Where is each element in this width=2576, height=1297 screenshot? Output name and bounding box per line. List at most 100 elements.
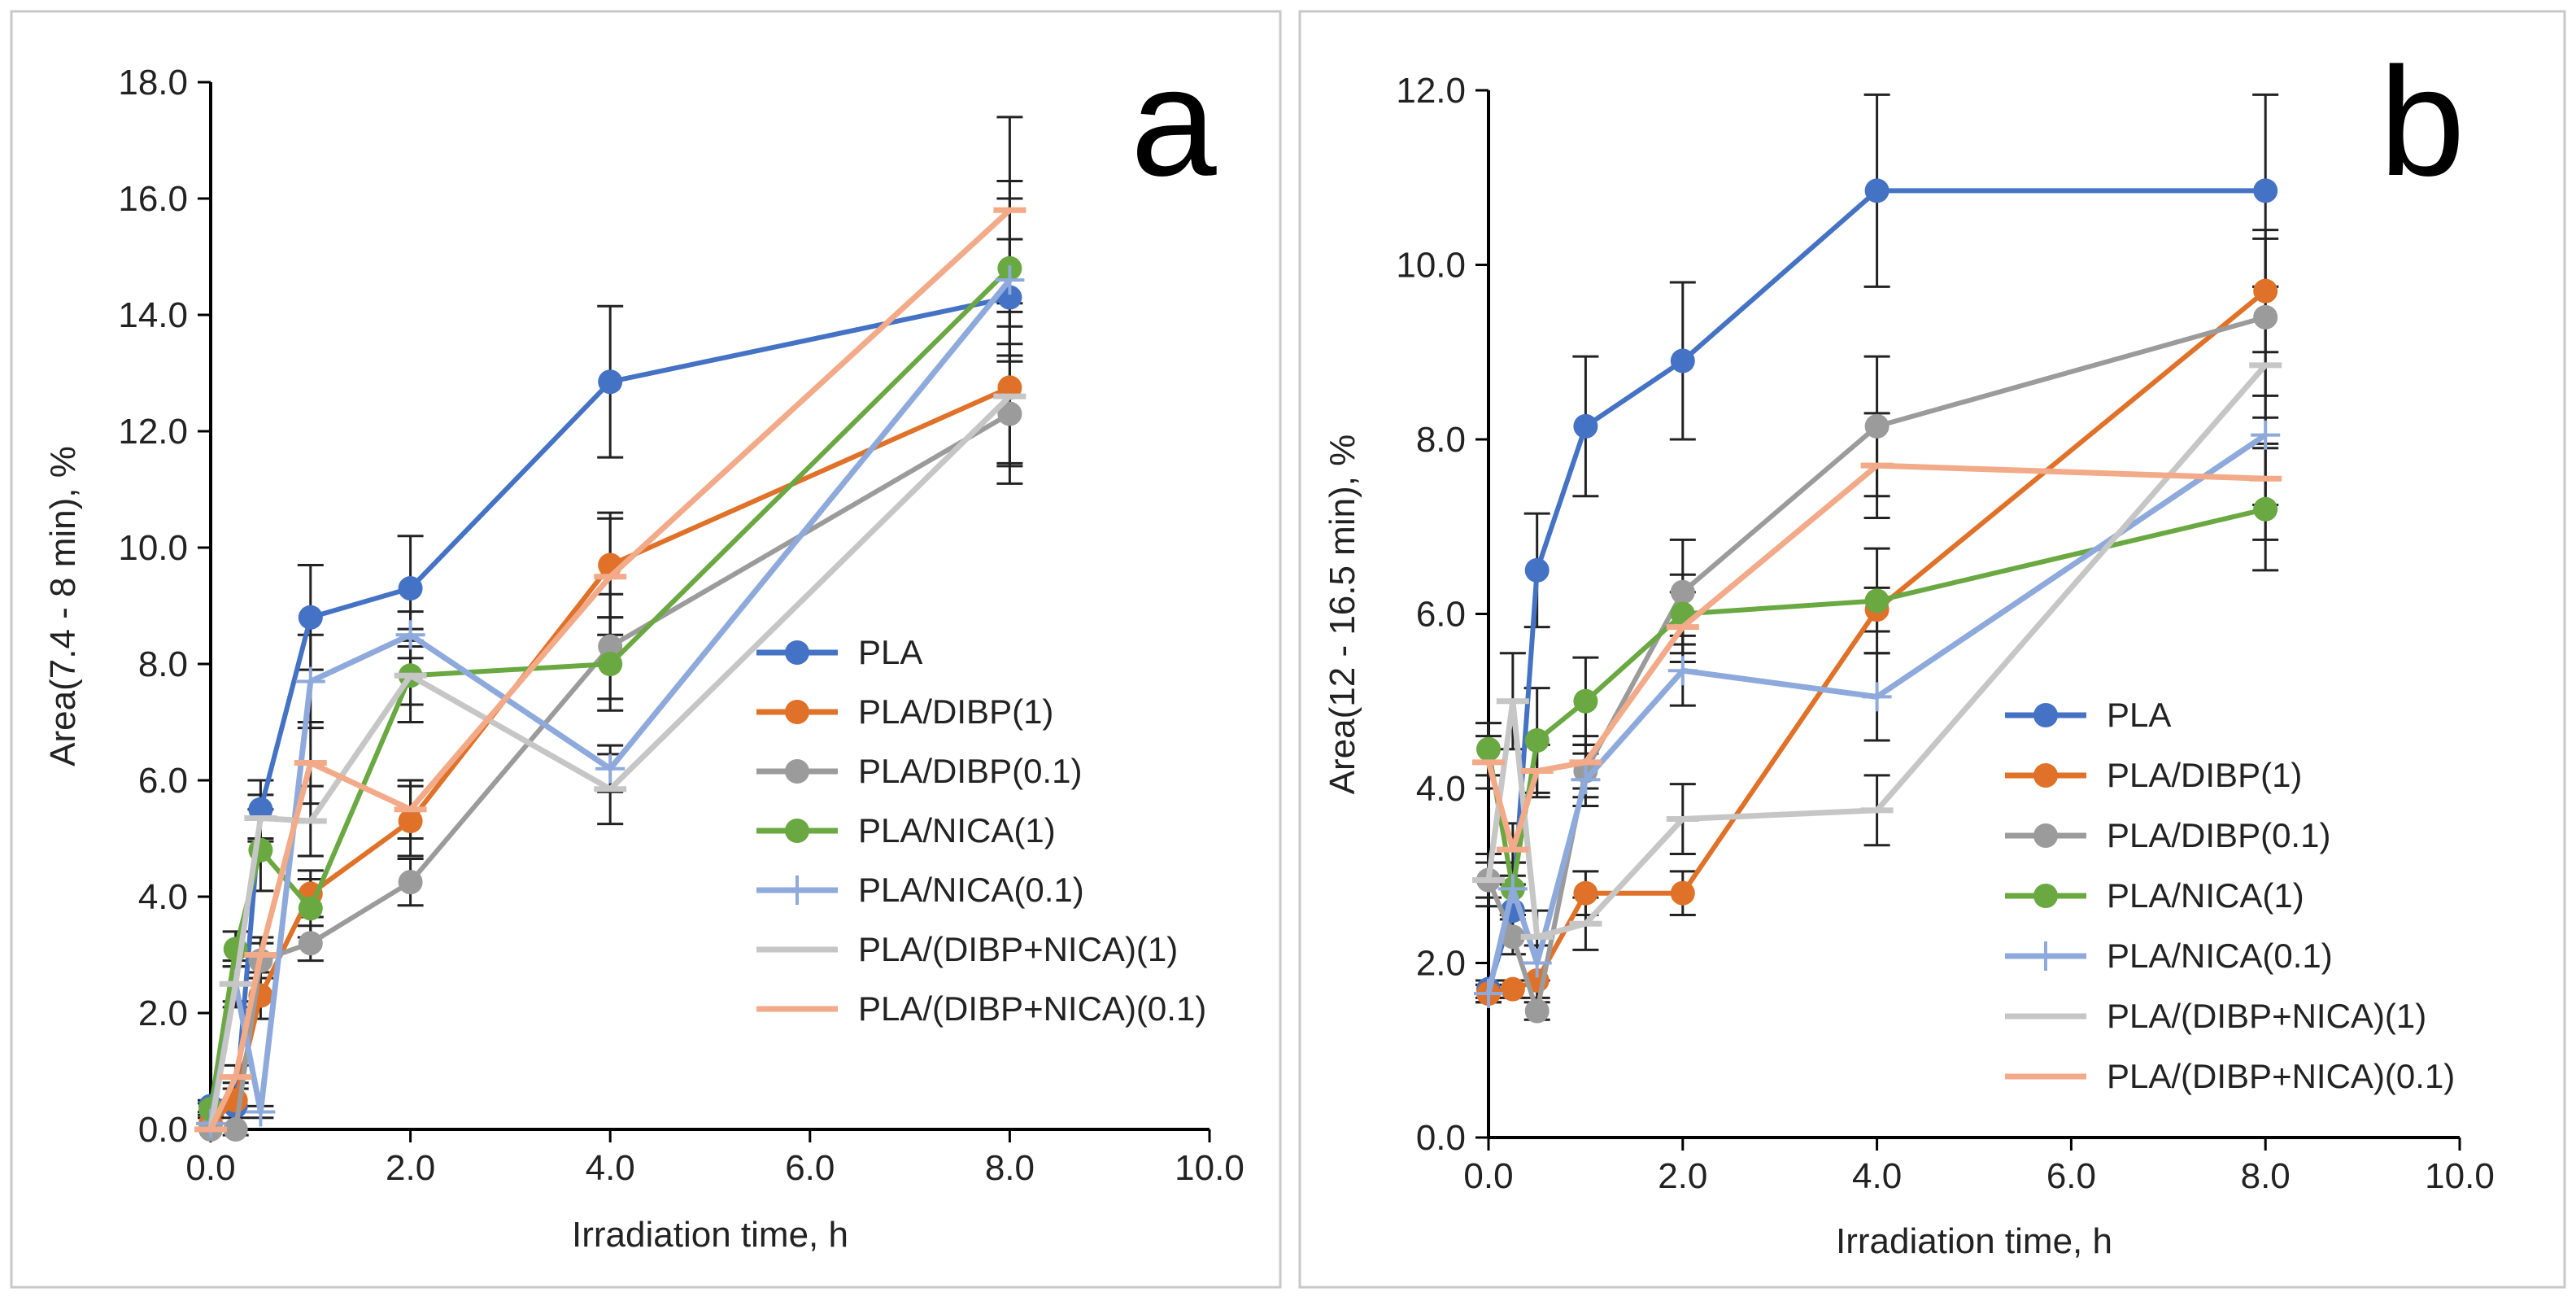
legend-marker [782, 876, 812, 905]
x-axis-label-b: Irradiation time, h [1836, 1221, 2112, 1261]
x-tick-label: 6.0 [2046, 1156, 2096, 1196]
x-axis-label-a: Irradiation time, h [572, 1215, 848, 1255]
data-point [2253, 496, 2278, 522]
data-point [398, 576, 423, 601]
data-point [398, 809, 423, 834]
panel-b-border [1298, 10, 2566, 1289]
legend-label: PLA/(DIBP+NICA)(0.1) [2107, 1057, 2455, 1095]
legend-item: PLA/NICA(1) [2005, 876, 2304, 915]
y-tick-label: 6.0 [138, 761, 188, 801]
data-point [395, 620, 425, 650]
legend-label: PLA/(DIBP+NICA)(1) [858, 930, 1178, 968]
x-tick-label: 10.0 [2425, 1156, 2495, 1196]
y-tick-label: 6.0 [1416, 595, 1466, 635]
data-point [1524, 557, 1550, 583]
data-point [2253, 304, 2278, 330]
y-tick-label: 0.0 [1416, 1118, 1466, 1158]
y-tick-label: 8.0 [1416, 420, 1466, 460]
panel-letter-b: b [2379, 36, 2465, 208]
legend-label: PLA/DIBP(1) [2107, 756, 2302, 794]
x-tick-label: 10.0 [1175, 1148, 1244, 1188]
legend-marker [2033, 703, 2058, 727]
legend-item: PLA [2005, 696, 2171, 734]
legend-item: PLA/NICA(0.1) [2005, 937, 2333, 975]
x-tick-label: 4.0 [1852, 1156, 1902, 1196]
legend-item: PLA/NICA(0.1) [756, 871, 1084, 909]
legend-label: PLA/(DIBP+NICA)(1) [2107, 997, 2426, 1035]
data-point [2253, 278, 2278, 304]
y-tick-label: 2.0 [138, 993, 188, 1033]
data-point [1497, 874, 1528, 904]
x-tick-label: 4.0 [586, 1148, 635, 1188]
legend-label: PLA [2107, 696, 2171, 734]
y-tick-label: 4.0 [138, 877, 188, 917]
x-tick-label: 2.0 [386, 1148, 435, 1188]
data-point [1500, 924, 1525, 950]
data-point [1862, 682, 1892, 712]
y-tick-label: 12.0 [118, 412, 188, 452]
data-point [2253, 178, 2278, 203]
legend-label: PLA/DIBP(0.1) [2107, 816, 2330, 854]
legend-label: PLA/NICA(0.1) [2107, 937, 2333, 975]
y-axis-label-a: Area(7.4 - 8 min), % [43, 446, 83, 766]
panel-letter-a: a [1131, 36, 1217, 208]
data-point [2251, 420, 2281, 450]
series-pla-dibp-nica-1- [194, 393, 1026, 1133]
series-pla-nica-0-1- [1474, 420, 2281, 1009]
legend-label: PLA [858, 633, 922, 671]
legend-label: PLA/NICA(1) [858, 811, 1056, 849]
data-point [1573, 413, 1598, 439]
chart-panel-b: b Irradiation time, h Area(12 - 16.5 min… [1298, 10, 2566, 1289]
data-point [1524, 998, 1550, 1024]
data-point [1500, 976, 1525, 1002]
legend-label: PLA/NICA(0.1) [858, 871, 1084, 909]
y-tick-label: 14.0 [118, 295, 188, 335]
legend-marker [785, 640, 809, 665]
data-point [1573, 688, 1598, 714]
data-point [298, 605, 323, 630]
data-point [1670, 348, 1695, 373]
y-tick-label: 18.0 [118, 63, 188, 103]
x-tick-label: 2.0 [1658, 1156, 1707, 1196]
legend-item: PLA/(DIBP+NICA)(0.1) [2005, 1057, 2455, 1095]
data-point [1524, 728, 1550, 753]
legend-marker [2033, 823, 2058, 848]
data-point [295, 666, 325, 697]
data-point [246, 1097, 276, 1127]
legend-label: PLA/DIBP(1) [858, 692, 1053, 731]
legend-item: PLA/(DIBP+NICA)(0.1) [756, 989, 1206, 1028]
y-tick-label: 2.0 [1416, 944, 1466, 984]
y-tick-label: 0.0 [138, 1110, 188, 1150]
data-point [1670, 880, 1695, 906]
x-tick-label: 8.0 [2241, 1156, 2291, 1196]
x-tick-label: 0.0 [185, 1148, 235, 1188]
data-point [997, 401, 1022, 426]
legend-item: PLA/(DIBP+NICA)(1) [756, 930, 1178, 968]
legend-marker [785, 819, 809, 843]
y-tick-label: 16.0 [118, 179, 188, 219]
data-point [1573, 880, 1598, 906]
series-pla-dibp-nica-0-1- [194, 207, 1026, 1133]
legend-item: PLA/DIBP(1) [756, 692, 1053, 731]
data-point [598, 369, 623, 395]
legend-item: PLA [756, 633, 922, 671]
data-point [1670, 579, 1695, 605]
legend-marker [785, 700, 809, 724]
legend-item: PLA/DIBP(1) [2005, 756, 2302, 794]
y-axis-label-b: Area(12 - 16.5 min), % [1323, 435, 1362, 795]
data-point [1571, 765, 1601, 795]
panel-a-border [10, 10, 1282, 1289]
data-point [223, 1117, 248, 1142]
x-tick-label: 6.0 [785, 1148, 835, 1188]
data-point [598, 634, 623, 659]
x-tick-label: 8.0 [985, 1148, 1035, 1188]
y-tick-label: 10.0 [118, 528, 188, 568]
legend-marker [2031, 941, 2060, 971]
legend-item: PLA/DIBP(0.1) [2005, 816, 2330, 854]
y-tick-label: 12.0 [1396, 71, 1466, 111]
data-point [995, 265, 1025, 295]
legend-label: PLA/NICA(1) [2107, 876, 2304, 915]
legend-item: PLA/NICA(1) [756, 811, 1056, 849]
data-point [1474, 979, 1503, 1009]
